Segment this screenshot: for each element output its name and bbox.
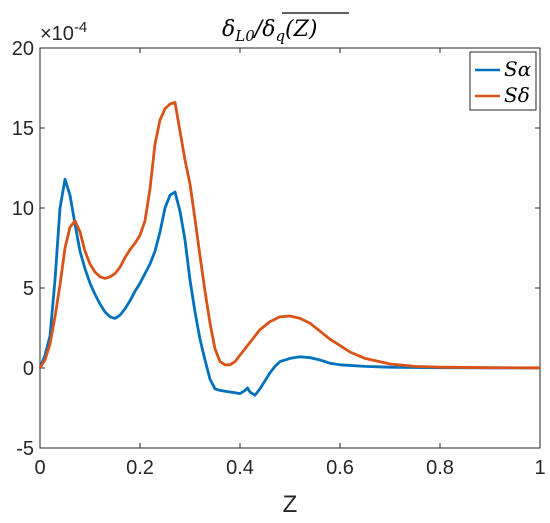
y-exponent-base: ×10 — [40, 23, 74, 45]
x-tick-label: 0.4 — [226, 457, 254, 479]
title-over-arg: (Z) — [285, 17, 317, 42]
y-tick-label: -5 — [16, 438, 34, 460]
y-exponent-power: -4 — [74, 19, 87, 36]
y-tick-label: 10 — [12, 198, 34, 220]
title-main: δ — [222, 17, 235, 42]
x-tick-label: 1 — [534, 457, 545, 479]
y-tick-label: 0 — [23, 358, 34, 380]
legend-label-s-delta: Sδ — [504, 83, 530, 107]
x-tick-label: 0.2 — [126, 457, 154, 479]
chart-title: δL0/δq(Z) — [222, 12, 349, 45]
y-tick-label: 15 — [12, 118, 34, 140]
y-tick-label: 20 — [12, 38, 34, 60]
x-tick-label: 0 — [34, 457, 45, 479]
svg-text:δL0/δq(Z): δL0/δq(Z) — [222, 17, 318, 45]
y-exponent-label: ×10-4 — [40, 19, 87, 45]
x-tick-label: 0.8 — [426, 457, 454, 479]
title-slash: / — [253, 17, 265, 42]
series-line-s-alpha — [38, 177, 541, 397]
legend-box — [469, 51, 537, 111]
series-lines — [38, 101, 541, 397]
y-tick-label: 5 — [23, 278, 34, 300]
title-over-main: δ — [262, 17, 275, 42]
x-tick-label: 0.6 — [326, 457, 354, 479]
series-line-s-delta — [38, 101, 541, 370]
x-ticks: 0 0.2 0.4 0.6 0.8 1 — [34, 48, 546, 479]
title-sub: L0 — [234, 27, 255, 45]
y-ticks: -5 0 5 10 15 20 — [12, 38, 540, 460]
legend: Sα Sδ — [469, 51, 537, 111]
plot-area — [39, 47, 541, 449]
title-over-sub: q — [275, 27, 285, 45]
x-axis-label: Z — [283, 491, 298, 518]
legend-label-s-alpha: Sα — [504, 57, 532, 81]
